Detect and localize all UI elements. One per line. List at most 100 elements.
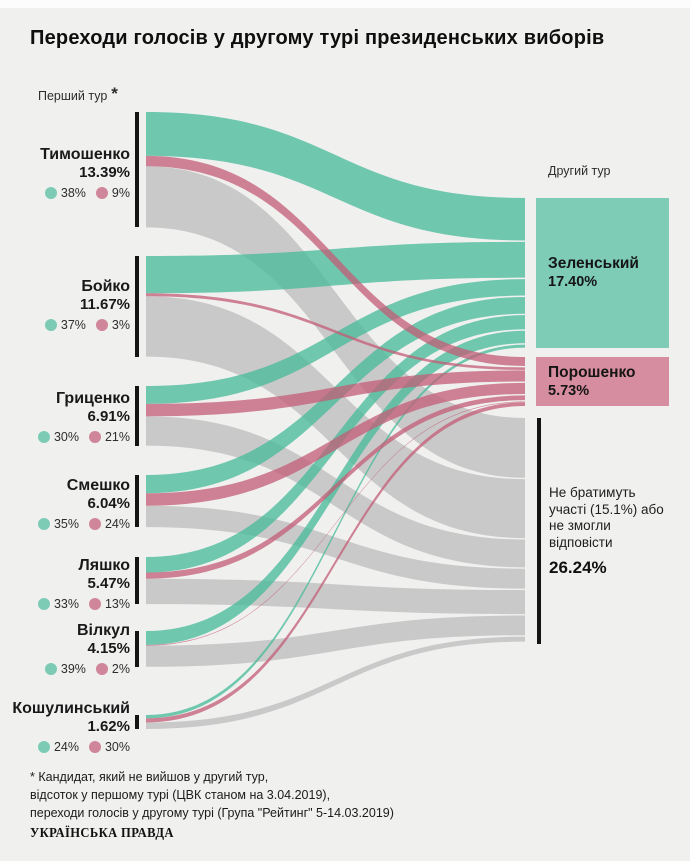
- candidate-label-Тимошенко: Тимошенко 13.39% 38% 9%: [0, 146, 130, 200]
- pink-dot-icon: [88, 741, 101, 753]
- green-dot-icon: [44, 187, 57, 199]
- candidate-label-Кошулинський: Кошулинський 1.62% 24% 30%: [0, 700, 130, 754]
- flow-Ляшко-abstain: [146, 578, 525, 615]
- abstain-text: Не братимуть участі (15.1%) або не змогл…: [549, 485, 664, 550]
- green-dot-icon: [44, 319, 57, 331]
- footnote-line: * Кандидат, який не вийшов у другий тур,: [30, 770, 269, 784]
- result-pct-zelensky: 17.40%: [548, 274, 598, 290]
- candidate-first-round-pct: 6.04%: [87, 495, 130, 512]
- second-round-label: Другий тур: [548, 164, 611, 178]
- share-to-poroshenko: 21%: [104, 430, 130, 444]
- candidate-transfer-legend: 37% 3%: [0, 318, 130, 332]
- green-dot-icon: [37, 431, 50, 443]
- candidate-first-round-pct: 13.39%: [79, 164, 130, 181]
- first-round-node-bar-Тимошенко: [135, 112, 139, 228]
- flow-Гриценко-poroshenko: [146, 370, 525, 417]
- flow-Бойко-poroshenko: [146, 293, 525, 371]
- flow-Ляшко-poroshenko: [146, 395, 525, 579]
- share-to-poroshenko: 2%: [111, 662, 130, 676]
- candidate-name: Смешко: [66, 477, 130, 494]
- first-round-node-bar-Вілкул: [135, 631, 139, 667]
- flow-Смешко-poroshenko: [146, 382, 525, 506]
- candidate-transfer-legend: 24% 30%: [0, 740, 130, 754]
- abstain-node-bar: [537, 418, 541, 644]
- footnote-asterisk: *: [111, 84, 118, 103]
- pink-dot-icon: [88, 431, 101, 443]
- candidate-first-round-pct: 4.15%: [87, 640, 130, 657]
- flow-Смешко-abstain: [146, 505, 525, 589]
- share-to-zelensky: 24%: [53, 740, 79, 754]
- result-name-poroshenko: Порошенко: [548, 363, 636, 381]
- candidate-label-Смешко: Смешко 6.04% 35% 24%: [0, 477, 130, 531]
- candidate-first-round-pct: 1.62%: [87, 718, 130, 735]
- share-to-zelensky: 30%: [53, 430, 79, 444]
- first-round-text: Перший тур: [38, 89, 108, 103]
- flow-Кошулинський-poroshenko: [146, 402, 525, 723]
- candidate-transfer-legend: 38% 9%: [0, 186, 130, 200]
- publisher-logo: УКРАЇНСЬКА ПРАВДА: [30, 826, 174, 841]
- pink-dot-icon: [95, 663, 108, 675]
- top-strip: [0, 0, 690, 8]
- share-to-poroshenko: 24%: [104, 517, 130, 531]
- candidate-transfer-legend: 30% 21%: [0, 430, 130, 444]
- green-dot-icon: [44, 663, 57, 675]
- result-name-zelensky: Зеленський: [548, 255, 639, 272]
- first-round-node-bar-Ляшко: [135, 557, 139, 605]
- pink-dot-icon: [95, 187, 108, 199]
- candidate-first-round-pct: 11.67%: [79, 296, 130, 313]
- first-round-node-bar-Смешко: [135, 475, 139, 528]
- candidate-label-Вілкул: Вілкул 4.15% 39% 2%: [0, 622, 130, 676]
- green-dot-icon: [37, 598, 50, 610]
- flow-Бойко-abstain: [146, 296, 525, 539]
- pink-dot-icon: [88, 598, 101, 610]
- first-round-label: Перший тур *: [38, 84, 118, 104]
- green-dot-icon: [37, 518, 50, 530]
- result-box-zelensky: Зеленський 17.40%: [536, 198, 669, 348]
- candidate-label-Гриценко: Гриценко 6.91% 30% 21%: [0, 390, 130, 444]
- candidate-first-round-pct: 6.91%: [87, 408, 130, 425]
- candidate-transfer-legend: 33% 13%: [0, 597, 130, 611]
- share-to-zelensky: 35%: [53, 517, 79, 531]
- page-title: Переходи голосів у другому турі президен…: [30, 27, 605, 49]
- abstain-label: Не братимуть участі (15.1%) або не змогл…: [549, 485, 673, 578]
- footnote-line: переходи голосів у другому турі (Група "…: [30, 806, 394, 820]
- abstain-pct: 26.24%: [549, 558, 607, 577]
- candidate-name: Ляшко: [78, 557, 130, 574]
- pink-dot-icon: [88, 518, 101, 530]
- share-to-poroshenko: 3%: [111, 318, 130, 332]
- flow-Бойко-zelensky: [146, 241, 525, 294]
- candidate-name: Гриценко: [55, 390, 130, 407]
- share-to-zelensky: 39%: [60, 662, 86, 676]
- green-dot-icon: [37, 741, 50, 753]
- result-pct-poroshenko: 5.73%: [548, 382, 590, 399]
- share-to-poroshenko: 9%: [111, 186, 130, 200]
- flow-Тимошенко-poroshenko: [146, 155, 525, 366]
- share-to-zelensky: 38%: [60, 186, 86, 200]
- flow-Гриценко-zelensky: [146, 279, 525, 404]
- candidate-name: Вілкул: [76, 622, 130, 639]
- share-to-zelensky: 33%: [53, 597, 79, 611]
- candidate-transfer-legend: 35% 24%: [0, 517, 130, 531]
- candidate-first-round-pct: 5.47%: [87, 575, 130, 592]
- pink-dot-icon: [95, 319, 108, 331]
- footnote: * Кандидат, який не вийшов у другий тур,…: [30, 768, 394, 822]
- footnote-line: відсоток у першому турі (ЦВК станом на 3…: [30, 788, 331, 802]
- candidate-name: Кошулинський: [12, 700, 130, 717]
- result-box-poroshenko: Порошенко 5.73%: [536, 357, 669, 406]
- first-round-node-bar-Бойко: [135, 256, 139, 357]
- share-to-poroshenko: 30%: [104, 740, 130, 754]
- first-round-node-bar-Кошулинський: [135, 715, 139, 729]
- first-round-node-bar-Гриценко: [135, 386, 139, 446]
- share-to-zelensky: 37%: [60, 318, 86, 332]
- candidate-name: Бойко: [81, 278, 130, 295]
- share-to-poroshenko: 13%: [104, 597, 130, 611]
- candidate-transfer-legend: 39% 2%: [0, 662, 130, 676]
- candidate-label-Бойко: Бойко 11.67% 37% 3%: [0, 278, 130, 332]
- candidate-name: Тимошенко: [40, 146, 130, 163]
- flow-Вілкул-poroshenko: [146, 401, 525, 646]
- flow-Вілкул-abstain: [146, 615, 525, 667]
- flow-Тимошенко-zelensky: [146, 112, 525, 241]
- flow-Кошулинський-abstain: [146, 636, 525, 729]
